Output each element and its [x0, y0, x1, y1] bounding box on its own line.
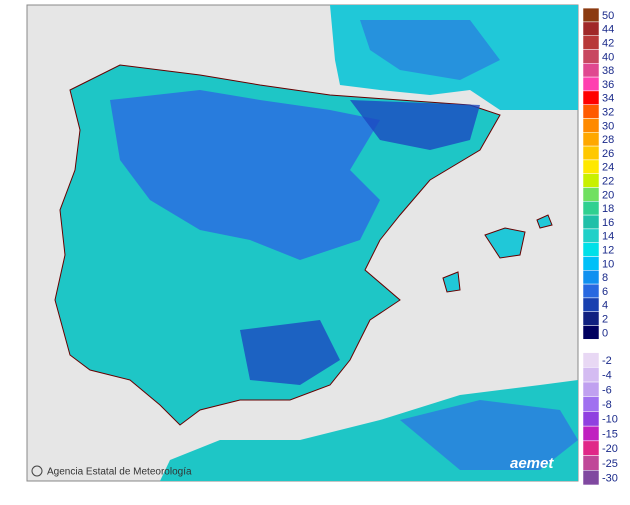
legend-label: 4: [602, 300, 608, 312]
legend-swatch: [582, 90, 600, 105]
legend-label: 8: [602, 272, 608, 284]
legend-swatch: [582, 132, 600, 147]
legend-swatch: [582, 242, 600, 257]
logo: aemet: [510, 455, 554, 472]
atlas: [400, 400, 578, 470]
legend-label: -15: [602, 428, 618, 440]
legend-swatch: [582, 63, 600, 78]
legend-label: 50: [602, 10, 614, 22]
legend-swatch: [582, 49, 600, 64]
legend-swatch: [582, 118, 600, 133]
legend-swatch: [582, 145, 600, 161]
legend-label: 6: [602, 286, 608, 298]
legend-swatch: [582, 35, 600, 50]
legend-swatch: [582, 311, 600, 326]
legend-swatch: [582, 270, 600, 285]
legend-label: 16: [602, 217, 614, 229]
pyrenees: [350, 100, 480, 150]
legend-label: 2: [602, 314, 608, 326]
legend-swatch: [582, 352, 600, 368]
legend-label: 44: [602, 24, 614, 36]
mallorca: [484, 227, 526, 259]
legend-label: 42: [602, 38, 614, 50]
menorca: [536, 214, 553, 229]
alps-region: [360, 20, 500, 80]
legend-swatch: [582, 104, 600, 119]
legend-label: -6: [602, 384, 612, 396]
legend-label: 22: [602, 176, 614, 188]
legend-label: 28: [602, 134, 614, 146]
legend-swatch: [582, 381, 600, 397]
legend-swatch: [582, 228, 600, 243]
legend-label: -10: [602, 414, 618, 426]
legend-swatch: [582, 297, 600, 312]
legend-swatch: [582, 425, 600, 442]
legend-label: 40: [602, 51, 614, 63]
legend-swatch: [582, 173, 600, 188]
legend-label: 12: [602, 245, 614, 257]
legend-label: -4: [602, 370, 612, 382]
legend-label: -20: [602, 443, 618, 455]
legend-label: 38: [602, 65, 614, 77]
credit-icon: [31, 465, 43, 477]
legend-label: -2: [602, 355, 612, 367]
legend-label: 0: [602, 327, 608, 339]
credit: Agencia Estatal de Meteorología: [47, 467, 192, 478]
legend-swatch: [582, 325, 600, 340]
legend: 5044424038363432302826242220181614121086…: [582, 7, 618, 486]
legend-swatch: [582, 159, 600, 174]
legend-label: 34: [602, 93, 614, 105]
legend-swatch: [582, 256, 600, 271]
meseta: [110, 90, 380, 260]
legend-label: 26: [602, 148, 614, 160]
legend-label: 24: [602, 162, 614, 174]
legend-swatch: [582, 440, 600, 456]
legend-label: 10: [602, 258, 614, 270]
legend-label: 30: [602, 120, 614, 132]
legend-swatch: [582, 411, 600, 427]
legend-label: -8: [602, 399, 612, 411]
legend-swatch: [582, 187, 600, 202]
legend-swatch: [582, 283, 600, 299]
legend-swatch: [582, 76, 600, 92]
legend-label: 20: [602, 189, 614, 201]
ibiza: [442, 271, 461, 293]
legend-label: -25: [602, 458, 618, 470]
legend-swatch: [582, 214, 600, 230]
legend-label: 14: [602, 231, 614, 243]
legend-label: 32: [602, 107, 614, 119]
map: Agencia Estatal de Meteorología aemet: [26, 4, 579, 482]
legend-swatch: [582, 201, 600, 216]
legend-label: 18: [602, 203, 614, 215]
legend-label: 36: [602, 79, 614, 91]
legend-swatch: [582, 455, 600, 471]
sierra-nevada: [240, 320, 340, 385]
legend-swatch: [582, 7, 600, 23]
legend-label: -30: [602, 473, 618, 485]
legend-swatch: [582, 367, 600, 383]
legend-swatch: [582, 470, 600, 486]
legend-swatch: [582, 21, 600, 36]
legend-swatch: [582, 396, 600, 412]
